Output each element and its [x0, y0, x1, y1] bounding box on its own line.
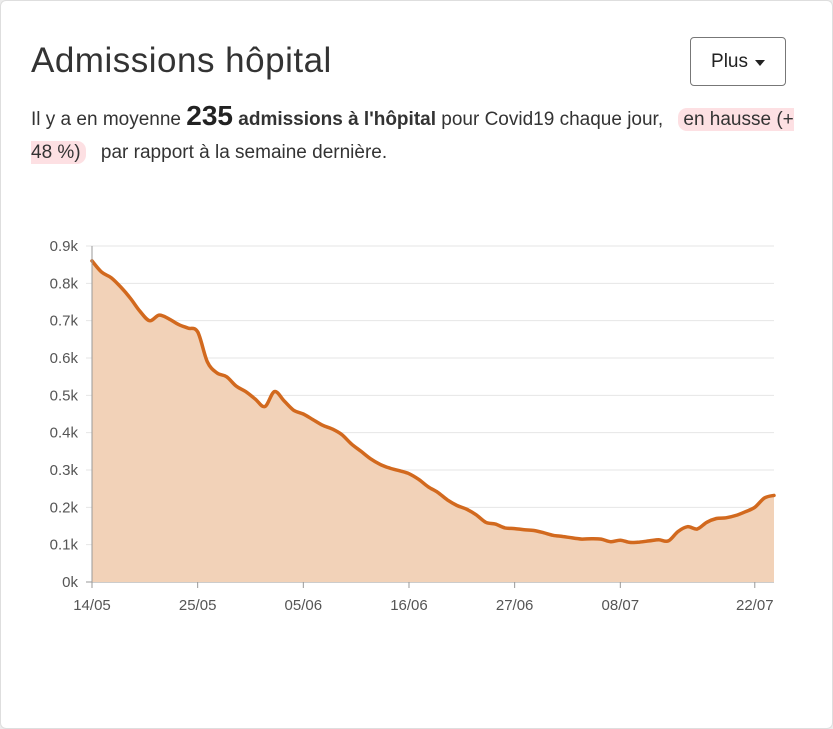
summary-middle: pour Covid19 chaque jour, — [441, 109, 664, 130]
summary-text: Il y a en moyenne 235 admissions à l'hôp… — [31, 99, 811, 169]
x-axis-ticks: 14/05 25/05 05/06 16/06 27/06 08/07 22/07 — [73, 582, 774, 614]
y-tick-label: 0.1k — [50, 537, 79, 554]
y-tick-label: 0.2k — [50, 499, 79, 516]
area-fill — [92, 260, 774, 582]
x-tick-label: 25/05 — [179, 597, 217, 614]
more-button-label: Plus — [711, 50, 748, 72]
y-tick-label: 0.7k — [50, 313, 79, 330]
y-tick-label: 0.4k — [50, 425, 79, 442]
x-tick-label: 22/07 — [736, 597, 774, 614]
more-dropdown-button[interactable]: Plus — [690, 37, 786, 86]
x-tick-label: 05/06 — [285, 597, 323, 614]
y-tick-label: 0k — [62, 574, 78, 591]
average-value: 235 — [186, 100, 233, 131]
x-tick-label: 08/07 — [602, 597, 640, 614]
caret-down-icon — [754, 59, 765, 66]
y-tick-label: 0.3k — [50, 462, 79, 479]
series-line — [90, 259, 776, 545]
summary-bold-text: admissions à l'hôpital — [238, 109, 436, 130]
y-tick-label: 0.6k — [50, 350, 79, 367]
y-tick-label: 0.9k — [50, 238, 79, 255]
x-tick-label: 16/06 — [390, 597, 428, 614]
summary-prefix: Il y a en moyenne — [31, 109, 181, 130]
y-tick-label: 0.8k — [50, 275, 79, 292]
y-axis-ticks: 0k 0.1k 0.2k 0.3k 0.4k 0.5k 0.6k 0.7k 0.8k 0.9k — [50, 238, 79, 591]
card-title: Admissions hôpital — [31, 41, 332, 80]
x-tick-label: 27/06 — [496, 597, 534, 614]
x-tick-label: 14/05 — [73, 597, 111, 614]
y-tick-label: 0.5k — [50, 387, 79, 404]
summary-suffix: par rapport à la semaine dernière. — [100, 142, 388, 163]
